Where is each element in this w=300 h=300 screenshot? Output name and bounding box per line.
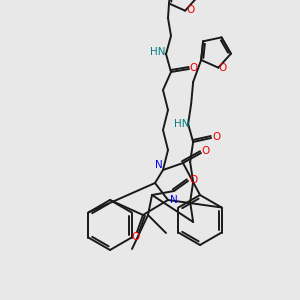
Text: HN: HN xyxy=(150,47,166,57)
Text: O: O xyxy=(186,5,194,15)
Text: O: O xyxy=(190,63,198,73)
Text: O: O xyxy=(212,132,220,142)
Text: O: O xyxy=(131,232,139,242)
Text: O: O xyxy=(202,146,210,156)
Text: N: N xyxy=(170,195,178,205)
Text: O: O xyxy=(218,63,226,73)
Text: N: N xyxy=(155,160,163,170)
Text: HN: HN xyxy=(174,119,190,129)
Text: O: O xyxy=(189,175,197,185)
